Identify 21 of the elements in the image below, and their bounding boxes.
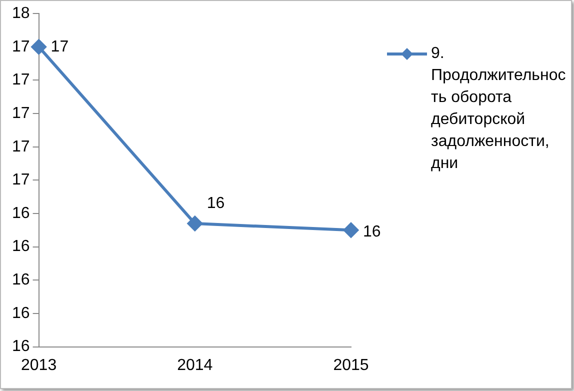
x-tick-label: 2014 (177, 356, 213, 374)
y-tick-label: 17 (12, 104, 30, 122)
y-tick-label: 16 (12, 272, 30, 289)
y-tick-label: 16 (12, 238, 30, 256)
y-tick-label: 16 (12, 204, 30, 222)
legend-label: 9. Продолжительность оборота дебиторской задолженности, дни (431, 44, 567, 174)
point (344, 222, 358, 238)
data-label: 17 (50, 38, 69, 56)
x-tick-label: 2013 (21, 356, 57, 374)
data-label: 16 (363, 224, 381, 241)
y-tick-label: 16 (12, 304, 30, 322)
y-tick-label: 18 (12, 5, 30, 22)
y-tick-label: 16 (12, 338, 30, 356)
y-tick-label: 17 (12, 138, 30, 156)
y-tick-label: 17 (12, 38, 30, 56)
y-tick-label: 17 (12, 72, 30, 89)
data-label: 16 (206, 194, 225, 212)
x-tick-label: 2015 (333, 356, 369, 374)
point (187, 216, 202, 232)
y-tick-label: 17 (12, 172, 30, 189)
point (31, 39, 46, 54)
